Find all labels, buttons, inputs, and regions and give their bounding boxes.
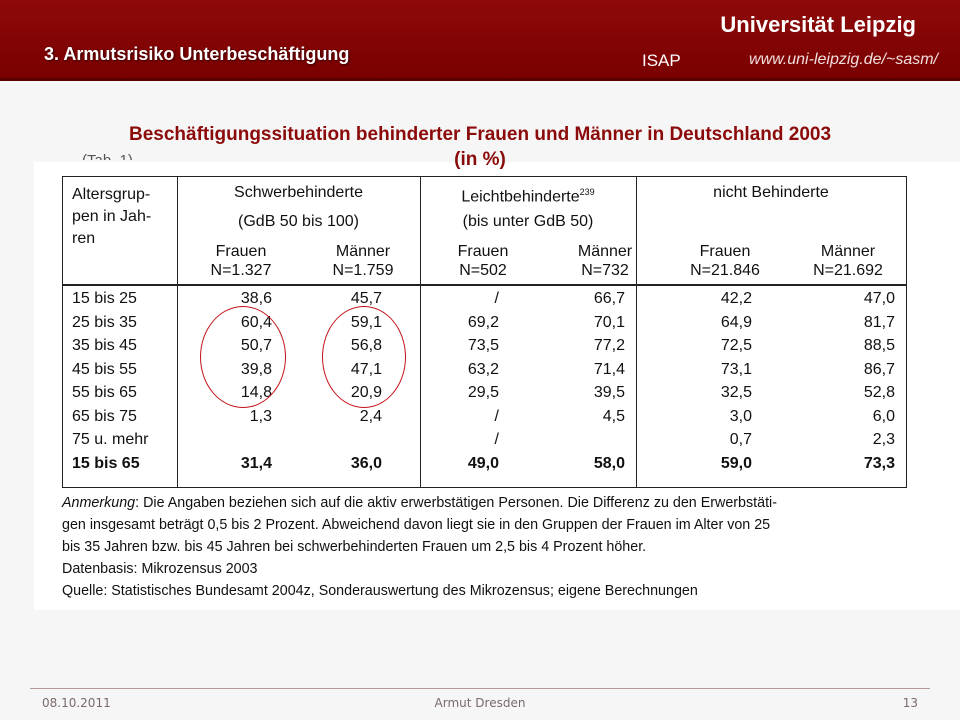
age-group-cell: 15 bis 25 — [72, 290, 137, 307]
footer-author: Armut Dresden — [434, 696, 526, 710]
col-header: Männer N=732 — [577, 243, 633, 279]
group-header-nicht: nicht Behinderte — [713, 184, 829, 201]
cut-off-text: (Tab. 1) — [82, 152, 172, 160]
remark-line: Anmerkung: Die Angaben beziehen sich auf… — [62, 495, 777, 511]
age-group-cell: 35 bis 45 — [72, 337, 137, 354]
value-cell: 58,0 — [593, 454, 625, 472]
col-header: Frauen N=21.846 — [690, 243, 760, 279]
col-header: Frauen N=1.327 — [210, 243, 272, 279]
section-title: 3. Armutsrisiko Unterbeschäftigung — [44, 44, 350, 64]
value-cell: / — [494, 290, 499, 307]
value-cell: 49,0 — [467, 454, 499, 472]
value-cell: 70,1 — [593, 313, 625, 331]
table-col-divider — [420, 176, 421, 488]
col-header: Männer N=1.759 — [332, 243, 394, 279]
annotation-circle — [200, 306, 286, 408]
slide-title: Beschäftigungssituation behinderter Frau… — [0, 122, 960, 172]
value-cell: 72,5 — [720, 337, 752, 354]
value-cell: 32,5 — [720, 384, 752, 401]
value-cell: 59,0 — [720, 454, 752, 472]
page-number: 13 — [902, 696, 918, 710]
value-cell: 47,0 — [863, 290, 895, 307]
col-header: Männer N=21.692 — [813, 243, 883, 279]
table-header-divider — [62, 284, 906, 286]
table-border-right — [906, 176, 907, 488]
value-cell: 52,8 — [863, 384, 895, 401]
slide-title-line2: (in %) — [454, 149, 506, 170]
age-group-header: Altersgrup- pen in Jah- ren — [72, 186, 152, 247]
remark-label: Anmerkung — [62, 495, 136, 511]
annotation-circle — [322, 306, 406, 408]
age-group-cell: 25 bis 35 — [72, 313, 137, 331]
value-cell: 4,5 — [602, 407, 625, 425]
group-header-schwer: Schwerbehinderte — [234, 184, 363, 201]
value-cell: / — [494, 407, 499, 425]
group-header-leicht: Leichtbehinderte239 — [461, 187, 595, 206]
value-cell: 73,5 — [467, 337, 499, 354]
value-cell: 45,7 — [350, 290, 382, 307]
value-cell: 73,3 — [863, 454, 895, 472]
group-sub-leicht: (bis unter GdB 50) — [462, 213, 594, 230]
source-note: Quelle: Statistisches Bundesamt 2004z, S… — [62, 583, 698, 599]
value-cell: 71,4 — [593, 360, 625, 378]
data-table — [62, 176, 906, 488]
value-cell: 2,4 — [359, 407, 382, 425]
col-header: Frauen N=502 — [457, 243, 509, 279]
age-group-cell: 75 u. mehr — [72, 431, 149, 448]
value-cell: 39,5 — [593, 384, 625, 401]
table-notes: Anmerkung: Die Angaben beziehen sich auf… — [62, 492, 912, 602]
value-cell: 86,7 — [863, 360, 895, 378]
value-cell: 77,2 — [593, 337, 625, 354]
table-col-divider — [636, 176, 637, 488]
value-cell: 36,0 — [350, 454, 382, 472]
database-note: Datenbasis: Mikrozensus 2003 — [62, 561, 258, 577]
value-cell: 0,7 — [729, 431, 752, 448]
value-cell: 63,2 — [467, 360, 499, 378]
value-cell: 38,6 — [240, 290, 272, 307]
footer-date: 08.10.2011 — [42, 696, 111, 710]
value-cell: 1,3 — [249, 407, 272, 425]
value-cell: 69,2 — [467, 313, 499, 331]
value-cell: 81,7 — [863, 313, 895, 331]
website-url: www.uni-leipzig.de/~sasm/ — [749, 51, 938, 68]
institute-label: ISAP — [642, 51, 681, 70]
value-cell: 3,0 — [729, 407, 752, 425]
header-bar — [0, 0, 960, 78]
value-cell: 29,5 — [467, 384, 499, 401]
value-cell: 64,9 — [720, 313, 752, 331]
footnote-marker: 239 — [579, 187, 595, 197]
age-group-cell: 65 bis 75 — [72, 407, 137, 425]
value-cell: 73,1 — [720, 360, 752, 378]
age-group-cell: 15 bis 65 — [72, 454, 140, 472]
value-cell: / — [494, 431, 499, 448]
value-cell: 31,4 — [240, 454, 272, 472]
value-cell: 42,2 — [720, 290, 752, 307]
value-cell: 2,3 — [872, 431, 895, 448]
footer-divider — [30, 688, 930, 689]
remark-line: gen insgesamt beträgt 0,5 bis 2 Prozent.… — [62, 517, 771, 533]
group-sub-schwer: (GdB 50 bis 100) — [238, 213, 359, 230]
table-col-divider — [177, 176, 178, 488]
age-group-cell: 55 bis 65 — [72, 384, 137, 401]
age-group-cell: 45 bis 55 — [72, 360, 137, 378]
value-cell: 6,0 — [872, 407, 895, 425]
remark-line: bis 35 Jahren bzw. bis 45 Jahren bei sch… — [62, 539, 647, 555]
table-figure — [34, 162, 960, 610]
value-cell: 88,5 — [863, 337, 895, 354]
university-name: Universität Leipzig — [720, 12, 916, 37]
header-divider — [0, 78, 960, 81]
value-cell: 66,7 — [593, 290, 625, 307]
table-border-left — [62, 176, 63, 488]
slide-title-line1: Beschäftigungssituation behinderter Frau… — [128, 124, 832, 145]
